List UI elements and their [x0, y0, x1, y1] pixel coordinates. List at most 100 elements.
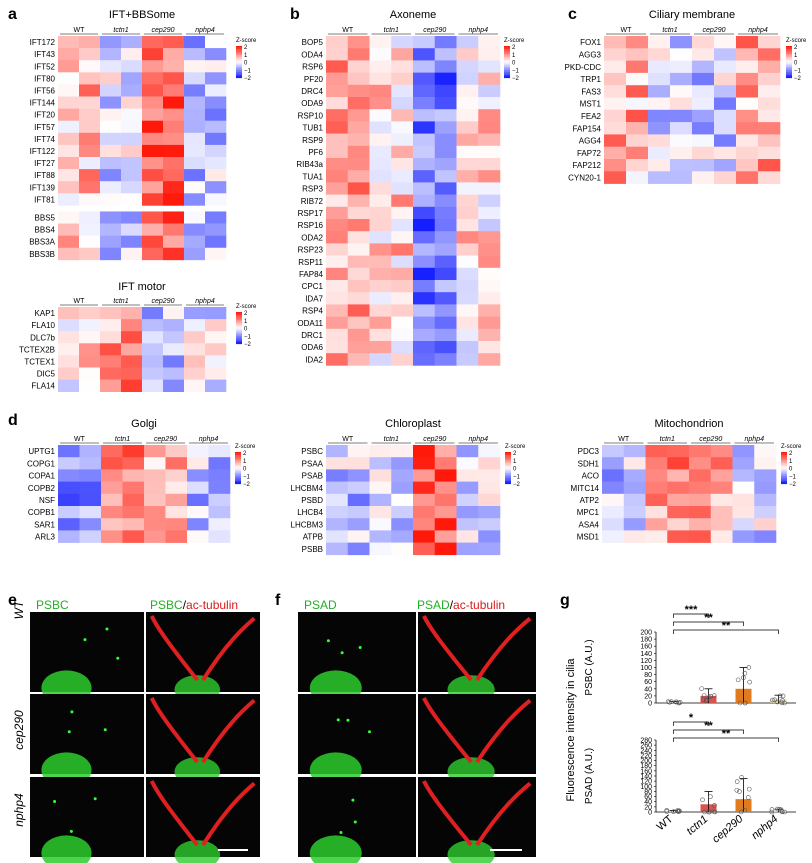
heatmap-group-ift-motor-3: nphp4	[195, 298, 215, 305]
heatmap-cell-ciliary-membrane-3-5	[714, 72, 737, 86]
legend-swatch-ift-6	[236, 55, 242, 58]
panel-label-b: b	[290, 6, 300, 23]
heatmap-row-label-axoneme-23: ODA11	[297, 319, 323, 328]
legend-swatch-axoneme-3	[504, 50, 510, 53]
heatmap-cell-axoneme-25-5	[434, 341, 457, 354]
legend-tick-ift-motor-2: 0	[244, 327, 248, 333]
heatmap-cell-ciliary-membrane-5-4	[692, 97, 715, 111]
heatmap-cell-golgi-1-0	[58, 457, 80, 470]
heatmap-cell-ift-motor-5-4	[142, 367, 164, 380]
heatmap-cell-golgi-2-3	[122, 469, 145, 482]
heatmap-cell-mitochondrion-2-2	[645, 469, 668, 482]
heatmap-cell-axoneme-16-0	[326, 231, 349, 244]
heatmap-cell-ift-4-7	[205, 84, 227, 97]
f-green-1-dot-2	[346, 718, 350, 722]
legend-title-axoneme: Z-score	[504, 38, 525, 44]
heatmap-cell-ift-motor-5-3	[121, 367, 143, 380]
legend-swatch-ift-9	[236, 60, 242, 63]
heatmap-cell-golgi-5-0	[58, 506, 80, 519]
e-green-2-dot-2	[69, 829, 73, 833]
legend-swatch-ift-15	[236, 70, 242, 72]
heatmap-cell-ciliary-membrane-0-6	[736, 36, 759, 49]
chart-sig-label-1-1: **	[704, 720, 713, 732]
f-right-label-red: ac-tubulin	[453, 598, 506, 612]
heatmap-row-label-ift-4: IFT56	[34, 86, 55, 95]
heatmap-cell-axoneme-19-6	[456, 267, 479, 281]
legend-swatch-mitochondrion-0	[781, 452, 787, 454]
heatmap-cell-chloroplast-3-4	[413, 481, 436, 495]
chart-point-0-3-6	[777, 693, 783, 699]
heatmap-cell-ift-4-2	[100, 84, 122, 97]
heatmap-row-label-ift-motor-5: DIC5	[37, 370, 56, 379]
heatmap-cell-ciliary-membrane-9-3	[670, 146, 693, 160]
chart-point-0-1-1	[703, 698, 709, 703]
legend-tick-axoneme-3: −1	[512, 68, 520, 74]
heatmap-row-label-ift-motor-3: TCTEX2B	[19, 345, 55, 354]
heatmap-cell-ift-11-0	[58, 169, 80, 182]
heatmap-cell-axoneme-8-1	[347, 133, 370, 147]
legend-swatch-mitochondrion-3	[781, 456, 787, 459]
heatmap-cell-axoneme-0-7	[478, 36, 501, 49]
legend-swatch-golgi-12	[235, 471, 241, 473]
chart-point-1-0-4	[676, 808, 682, 813]
chart-tick-label-1-2: 40	[644, 799, 652, 806]
heatmap-cell-ift-16-4	[142, 223, 164, 236]
heatmap-cell-axoneme-14-5	[434, 206, 457, 220]
heatmap-cell-ift-12-5	[163, 181, 185, 194]
heatmap-cell-chloroplast-0-2	[369, 445, 392, 458]
heatmap-cell-ciliary-membrane-7-2	[648, 122, 671, 135]
e-green-0	[30, 612, 144, 706]
heatmap-group-golgi-2: cep290	[154, 436, 177, 443]
heatmap-row-label-ift-motor-6: FLA14	[31, 382, 55, 391]
heatmap-cell-axoneme-12-2	[369, 182, 392, 195]
legend-swatch-ciliary-membrane-10	[786, 62, 792, 64]
chart-tick-label-0-8: 160	[640, 644, 652, 651]
heatmap-cell-ciliary-membrane-4-5	[714, 85, 737, 98]
heatmap-row-label-axoneme-10: RIB43a	[296, 160, 323, 169]
legend-swatch-mitochondrion-12	[781, 471, 787, 473]
heatmap-cell-ift-motor-3-5	[163, 343, 185, 356]
chart-tick-label-0-1: 20	[644, 693, 652, 700]
heatmap-cell-ift-15-2	[100, 211, 122, 224]
legend-tick-golgi-0: 2	[243, 451, 247, 457]
legend-swatch-chloroplast-15	[505, 476, 511, 478]
heatmap-cell-ift-1-0	[58, 48, 80, 61]
legend-swatch-ciliary-membrane-1	[786, 47, 792, 50]
chart-point-0-2-4	[737, 700, 743, 706]
heatmap-row-label-axoneme-18: RSP11	[298, 258, 323, 267]
heatmap-cell-ift-1-5	[163, 48, 185, 61]
heatmap-row-label-ift-0: IFT172	[30, 38, 56, 47]
legend-swatch-golgi-5	[235, 460, 241, 462]
heatmap-cell-ift-16-3	[121, 223, 143, 236]
heatmap-cell-axoneme-9-6	[456, 145, 479, 159]
heatmap-cell-ift-12-2	[100, 181, 122, 194]
legend-swatch-golgi-9	[235, 466, 241, 469]
heatmap-cell-ift-18-0	[58, 247, 80, 261]
heatmap-cell-chloroplast-3-7	[478, 481, 501, 495]
heatmap-cell-axoneme-1-6	[456, 48, 479, 61]
heatmap-group-axoneme-3: nphp4	[469, 27, 489, 34]
heatmap-cell-axoneme-20-1	[347, 280, 370, 293]
heatmap-cell-axoneme-3-5	[434, 72, 457, 86]
heatmap-row-label-ift-6: IFT20	[34, 111, 55, 120]
heatmap-cell-axoneme-8-5	[434, 133, 457, 147]
heatmap-cell-ift-12-7	[205, 181, 227, 194]
heatmap-cell-ift-6-5	[163, 108, 185, 121]
chart-point-0-1-3	[699, 686, 704, 691]
chart-tick-label-1-3: 60	[644, 794, 652, 801]
heatmap-cell-ciliary-membrane-6-7	[758, 109, 781, 123]
heatmap-group-axoneme-2: cep290	[423, 27, 446, 34]
chart-point-1-1-3	[708, 794, 713, 799]
heatmap-cell-ciliary-membrane-5-2	[648, 97, 671, 111]
legend-swatch-ift-motor-5	[236, 320, 242, 322]
legend-swatch-chloroplast-2	[505, 455, 511, 457]
chart-sig-bracket-0-1	[673, 621, 744, 626]
heatmap-cell-axoneme-11-2	[369, 170, 392, 183]
legend-swatch-golgi-2	[235, 455, 241, 457]
legend-title-golgi: Z-score	[235, 444, 256, 450]
heatmap-cell-mitochondrion-6-2	[645, 518, 668, 531]
heatmap-row-label-axoneme-16: ODA2	[301, 233, 323, 242]
legend-tick-golgi-2: 0	[243, 467, 247, 473]
heatmap-cell-axoneme-10-4	[413, 158, 436, 171]
heatmap-cell-mitochondrion-0-1	[623, 445, 646, 458]
